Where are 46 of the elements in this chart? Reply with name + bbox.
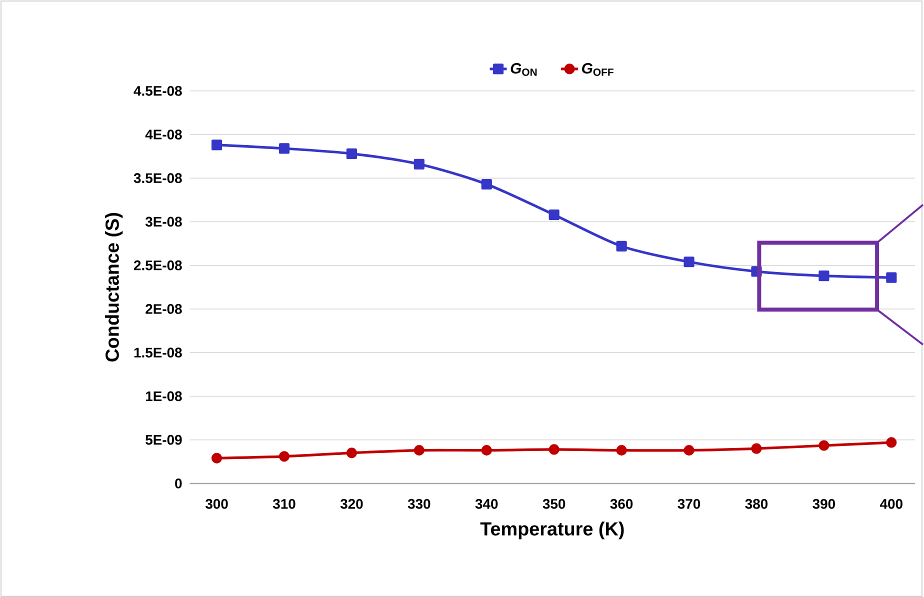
- point: [548, 209, 560, 220]
- x-tick-label: 340: [475, 498, 498, 509]
- y-tick-label: 4.5E-08: [134, 86, 182, 96]
- x-tick-label: 330: [408, 498, 430, 509]
- x-tick-label: 360: [610, 498, 633, 509]
- y-tick-label: 3.5E-08: [134, 173, 182, 183]
- point: [818, 270, 830, 281]
- x-tick-label: 320: [340, 498, 363, 509]
- point: [211, 452, 222, 464]
- point: [616, 444, 627, 456]
- x-tick-label: 310: [272, 498, 296, 509]
- point: [278, 450, 290, 462]
- point: [481, 178, 492, 190]
- point: [278, 143, 290, 154]
- y-tick-label: 0: [175, 478, 182, 488]
- x-tick-label: 400: [880, 498, 902, 509]
- y-tick-label: 5E-09: [146, 434, 182, 445]
- point: [481, 444, 492, 456]
- point: [414, 444, 424, 456]
- x-tick-label: 350: [542, 498, 566, 509]
- x-tick-label: 300: [205, 498, 228, 509]
- point: [886, 436, 897, 448]
- point: [684, 256, 694, 267]
- legend-label: G$_{OFF}$: [582, 62, 614, 76]
- y-tick-label: 1E-08: [146, 391, 182, 401]
- x-tick-label: 390: [812, 498, 835, 509]
- y-axis-title: Conductance (S): [105, 212, 123, 362]
- legend-label: G$_{ON}$: [510, 62, 537, 76]
- x-tick-label: 370: [678, 498, 700, 509]
- point: [346, 447, 358, 458]
- point: [684, 444, 694, 456]
- point: [548, 444, 560, 455]
- y-tick-label: 4E-08: [145, 129, 182, 140]
- y-tick-label: 1.5E-08: [134, 347, 182, 358]
- y-tick-label: 2E-08: [146, 304, 182, 314]
- x-axis-title: Temperature (K): [480, 522, 624, 540]
- y-tick-label: 2.5E-08: [134, 260, 182, 270]
- x-tick-label: 380: [745, 498, 768, 509]
- point: [346, 148, 358, 159]
- point: [616, 240, 627, 252]
- point: [886, 272, 897, 283]
- point: [414, 158, 424, 170]
- point: [751, 443, 762, 454]
- y-tick-label: 3E-08: [145, 216, 182, 227]
- point: [818, 440, 830, 451]
- point: [211, 140, 222, 150]
